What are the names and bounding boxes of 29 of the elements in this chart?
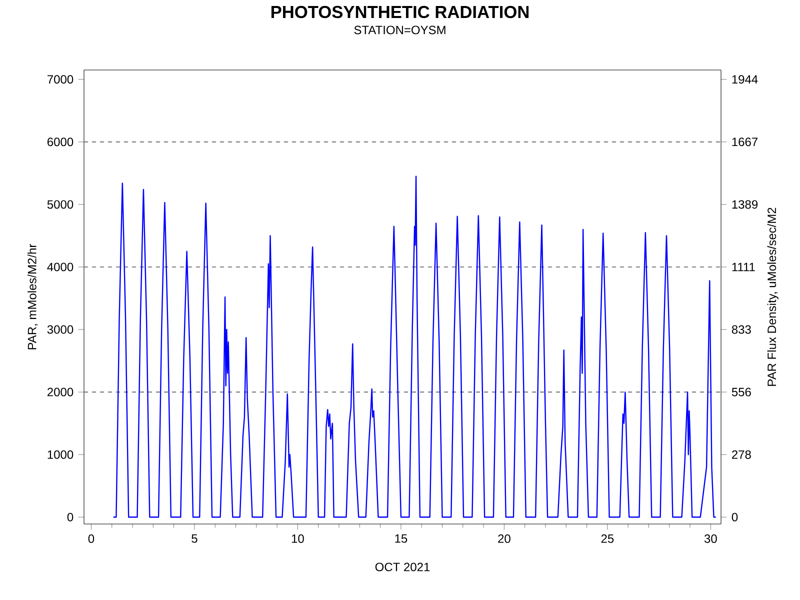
x-axis-title: OCT 2021: [375, 562, 430, 572]
y2-tick-label: 1667: [732, 138, 758, 146]
y2-tick-label: 1111: [732, 262, 755, 272]
x-tick-label: 15: [395, 534, 408, 543]
y-tick-label: 7000: [48, 75, 74, 84]
y-tick-label: 2000: [48, 388, 74, 396]
x-tick-label: 25: [601, 534, 614, 543]
y2-tick-label: 556: [732, 388, 751, 396]
y2-tick-label: 1389: [732, 200, 758, 209]
x-tick-label: 10: [292, 534, 304, 543]
y2-tick-label: 0: [732, 512, 738, 522]
y2-axis-title: PAR Flux Density, uMoles/sec/M2: [767, 208, 778, 386]
x-tick-label: 30: [704, 534, 717, 543]
chart-title: PHOTOSYNTHETIC RADIATION: [271, 6, 529, 18]
y-tick-label: 1000: [48, 450, 74, 459]
y2-tick-label: 1944: [732, 75, 758, 84]
x-tick-label: 0: [88, 534, 94, 543]
line-series: [112, 176, 716, 518]
chart-subtitle: STATION=OYSM: [354, 26, 446, 34]
y-tick-label: 5000: [47, 200, 74, 209]
x-tick-label: 20: [498, 534, 510, 543]
x-tick-label: 5: [192, 534, 198, 543]
y-axis-title: PAR, mMoles/M2/hr: [28, 244, 38, 350]
y-tick-label: 6000: [48, 138, 74, 146]
y2-tick-label: 278: [732, 450, 751, 459]
y-tick-label: 4000: [47, 262, 74, 272]
y2-tick-label: 833: [732, 325, 751, 334]
y-tick-label: 3000: [47, 325, 74, 334]
y-tick-label: 0: [67, 512, 74, 522]
